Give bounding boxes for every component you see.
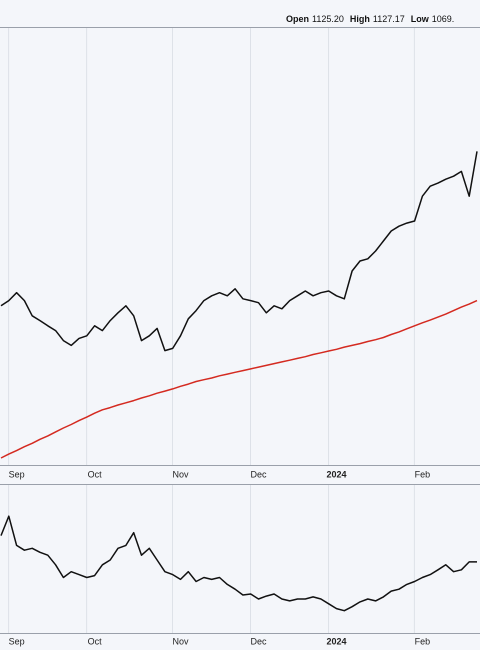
x-tick-label: Nov (172, 636, 189, 646)
x-tick-label: Oct (88, 469, 103, 479)
low-label: Low (410, 14, 429, 24)
series-line (0, 151, 478, 352)
series-line (0, 299, 478, 459)
x-tick-label: Feb (415, 636, 431, 646)
x-tick-label: Dec (251, 636, 268, 646)
header-bar: Open 1125.20 High 1127.17 Low 1069. (0, 0, 480, 28)
low-value: 1069. (431, 14, 455, 24)
open-label: Open (286, 14, 310, 24)
price-panel (0, 28, 480, 465)
x-tick-label: Sep (9, 636, 25, 646)
open-value: 1125.20 (312, 14, 344, 24)
x-tick-label: Sep (9, 469, 25, 479)
series-line (0, 515, 477, 612)
x-tick-label: Feb (415, 469, 431, 479)
high-label: High (349, 14, 370, 24)
x-tick-label: Nov (172, 469, 189, 479)
high-value: 1127.17 (372, 14, 405, 24)
x-tick-label: Dec (251, 469, 268, 479)
x-tick-label: 2024 (327, 469, 347, 479)
x-tick-label: Oct (88, 636, 103, 646)
x-tick-label: 2024 (327, 636, 347, 646)
ohlc-row: Open 1125.20 High 1127.17 Low 1069. (286, 14, 460, 24)
